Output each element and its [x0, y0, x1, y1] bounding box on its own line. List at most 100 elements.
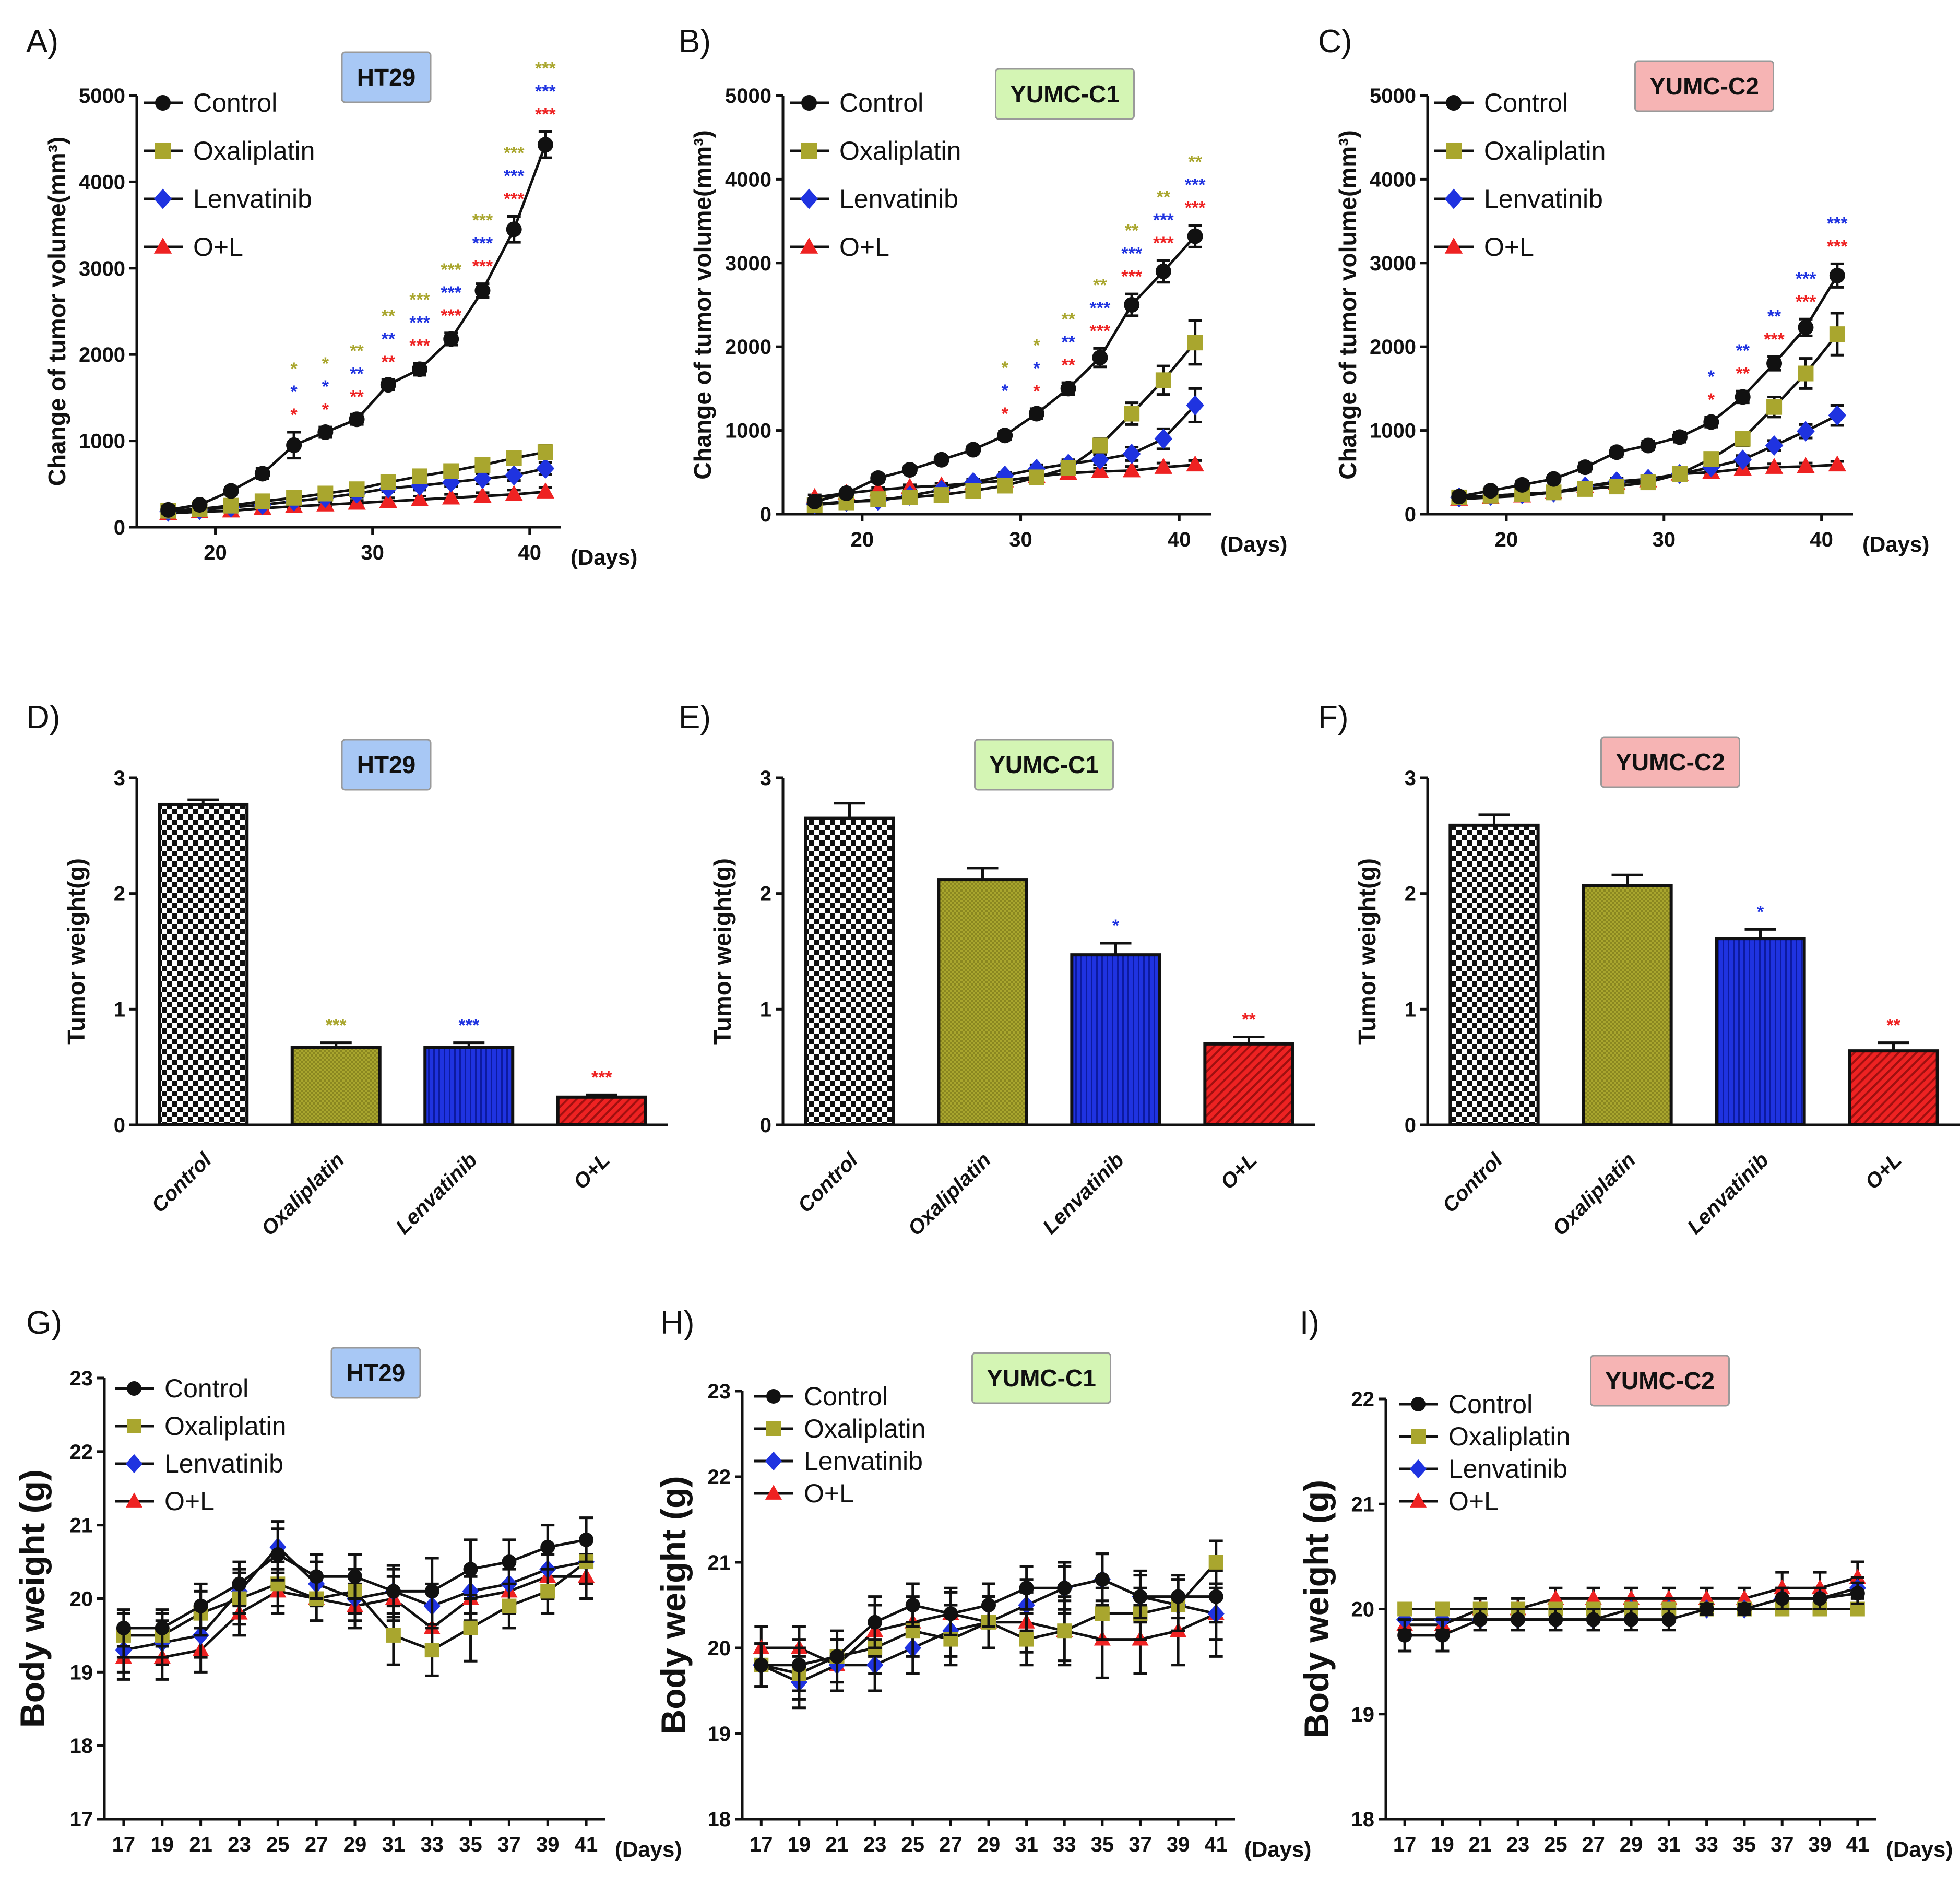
legend-item-oxaliplatin: Oxaliplatin: [790, 136, 961, 165]
y-tick-label: 4000: [1370, 168, 1416, 191]
panel-letter: G): [26, 1305, 62, 1341]
category-label: O+L: [1216, 1148, 1262, 1194]
data-point-oxaliplatin: [1397, 1601, 1412, 1617]
y-tick-label: 1: [760, 998, 771, 1021]
legend-item-oxaliplatin: Oxaliplatin: [1434, 136, 1606, 165]
category-label: Control: [1438, 1148, 1507, 1217]
y-tick-label: 0: [114, 1114, 125, 1137]
legend: Control Oxaliplatin Lenvatinib O+L: [790, 88, 961, 262]
data-point-control: [232, 1576, 247, 1592]
data-point-oxaliplatin: [1798, 365, 1814, 382]
significance-marker: ***: [1764, 329, 1785, 349]
data-point-control: [997, 428, 1013, 444]
significance-marker: **: [350, 341, 364, 361]
x-tick-label: 27: [939, 1833, 963, 1856]
x-tick-label: 39: [1808, 1833, 1832, 1856]
data-point-control: [1095, 1572, 1110, 1587]
significance-marker: ***: [1153, 210, 1174, 230]
x-tick-label: 17: [1393, 1833, 1417, 1856]
panel-letter: C): [1318, 23, 1352, 60]
series-control: [1397, 1581, 1865, 1653]
bar-ol: [1848, 1049, 1939, 1126]
x-tick-label: 37: [497, 1833, 521, 1856]
data-point-oxaliplatin: [1829, 326, 1845, 342]
y-tick-label: 3: [1405, 767, 1416, 790]
y-tick-label: 0: [760, 1114, 771, 1137]
significance-marker: ***: [472, 211, 493, 231]
significance-marker: **: [350, 364, 364, 384]
legend-item-ol: O+L: [144, 232, 243, 262]
data-point-control: [443, 331, 459, 347]
data-point-ol: [1154, 458, 1173, 474]
data-point-control: [1766, 355, 1783, 372]
x-tick-label: 35: [1091, 1833, 1114, 1856]
data-point-ol: [1547, 1589, 1564, 1605]
data-point-ol: [505, 485, 523, 501]
x-tick-label: 17: [112, 1833, 136, 1856]
legend-label: Control: [164, 1374, 248, 1403]
series-control: [116, 1516, 594, 1648]
panel-letter: I): [1300, 1305, 1320, 1341]
y-tick-label: 20: [1351, 1598, 1375, 1621]
data-point-oxaliplatin: [1019, 1632, 1034, 1647]
data-point-lenvatinib: [1091, 449, 1109, 470]
legend-marker-lenvatinib-icon: [800, 188, 818, 209]
significance-marker: ***: [409, 336, 430, 356]
legend-label: Control: [1484, 88, 1568, 117]
data-point-oxaliplatin: [965, 483, 981, 499]
significance-marker: ***: [1827, 236, 1848, 256]
category-label: O+L: [569, 1148, 614, 1194]
significance-marker: **: [1093, 275, 1107, 295]
data-point-control: [537, 137, 553, 153]
significance-marker: ***: [441, 260, 461, 280]
significance-marker: *: [322, 400, 329, 420]
y-tick-label: 17: [70, 1808, 93, 1831]
series-oxaliplatin: [1451, 312, 1845, 505]
significance-marker: *: [290, 359, 298, 379]
data-point-control: [1812, 1591, 1827, 1606]
x-tick-label: 40: [1168, 528, 1191, 551]
data-point-oxaliplatin: [1546, 484, 1562, 501]
legend-marker-control-icon: [801, 95, 817, 111]
data-point-oxaliplatin: [1208, 1555, 1223, 1570]
legend-marker-control-icon: [127, 1381, 141, 1396]
x-tick-label: 31: [1657, 1833, 1681, 1856]
x-tick-label: 29: [343, 1833, 367, 1856]
x-tick-label: 30: [1009, 528, 1032, 551]
x-tick-label: 25: [901, 1833, 925, 1856]
x-tick-label: 23: [228, 1833, 251, 1856]
data-point-oxaliplatin: [997, 478, 1013, 494]
x-tick-label: 29: [977, 1833, 1001, 1856]
y-tick-label: 4000: [725, 168, 771, 191]
legend-item-oxaliplatin: Oxaliplatin: [144, 136, 315, 165]
legend-marker-control-icon: [1446, 95, 1462, 111]
cell-line-badge: HT29: [330, 1347, 421, 1399]
data-point-control: [349, 411, 365, 428]
y-tick-label: 19: [70, 1661, 93, 1684]
panel-letter: A): [26, 23, 58, 60]
legend: Control Oxaliplatin Lenvatinib O+L: [1434, 88, 1606, 262]
panel-letter: E): [679, 699, 711, 735]
legend-item-ol: O+L: [1434, 232, 1534, 262]
legend-label: Control: [839, 88, 923, 117]
category-label: Oxaliplatin: [257, 1148, 349, 1240]
significance-marker: **: [1736, 341, 1750, 361]
data-point-oxaliplatin: [540, 1584, 555, 1599]
legend-item-ol: O+L: [1399, 1487, 1499, 1516]
x-tick-label: 30: [1653, 528, 1676, 551]
data-point-oxaliplatin: [1155, 372, 1171, 388]
x-tick-label: 40: [1810, 528, 1833, 551]
data-point-control: [1060, 381, 1076, 397]
panel-a: A) HT29 0 1000 2000 3000 4000 5000 20 30 40 (Days) C…: [26, 23, 637, 569]
legend-item-control: Control: [790, 88, 923, 117]
data-point-oxaliplatin: [443, 463, 459, 479]
data-point-lenvatinib: [1733, 449, 1752, 470]
badge-box: [330, 1347, 421, 1399]
y-tick-label: 0: [760, 503, 771, 526]
data-point-control: [829, 1649, 845, 1664]
data-point-control: [1155, 263, 1171, 279]
y-tick-label: 21: [70, 1514, 93, 1537]
data-point-oxaliplatin: [1187, 335, 1203, 351]
badge-label: YUMC-C1: [987, 1364, 1096, 1392]
